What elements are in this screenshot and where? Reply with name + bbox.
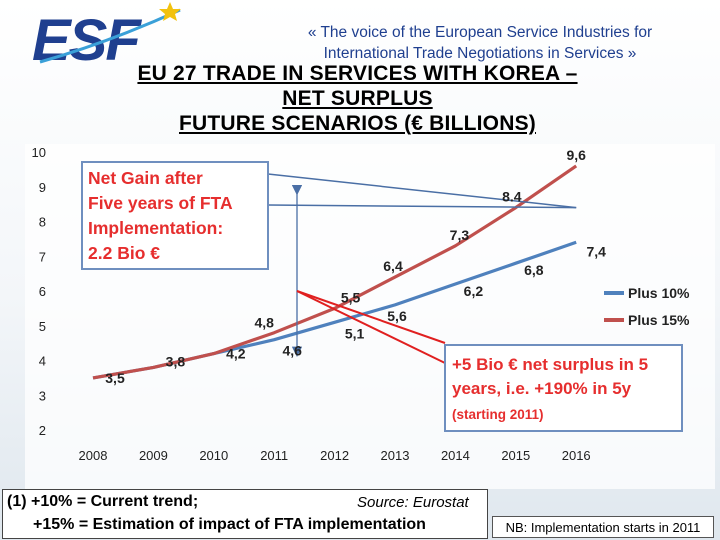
data-label-plus10-2011: 4,6	[282, 343, 302, 359]
footnote-line-2: +15% = Estimation of impact of FTA imple…	[33, 516, 426, 533]
tagline-line-1: « The voice of the European Service Indu…	[307, 24, 653, 41]
x-axis: 2008 2009 2010 2011 2012 2013 2014 2015 2016	[79, 448, 591, 463]
data-label-2009: 3,8	[166, 353, 186, 369]
surplus-connector-top	[296, 290, 446, 364]
data-label-plus15-2013: 6,4	[383, 258, 403, 274]
y-tick-label-4: 4	[39, 354, 46, 369]
title-line-2: NET SURPLUS	[282, 87, 433, 110]
data-label-2008: 3,5	[105, 370, 125, 386]
data-label-plus10-2014: 6,2	[464, 283, 484, 299]
x-tick-label-2013: 2013	[381, 448, 410, 463]
data-label-2010: 4,2	[226, 346, 246, 362]
net-gain-connector-top	[267, 173, 577, 209]
title-line-3: FUTURE SCENARIOS (€ BILLIONS)	[179, 112, 536, 135]
y-tick-label-8: 8	[39, 215, 46, 230]
footnote-source: Source: Eurostat	[357, 494, 469, 511]
data-label-plus10-2013: 5,6	[387, 308, 407, 324]
x-tick-label-2014: 2014	[441, 448, 470, 463]
net-gain-text-line-3: Implementation:	[88, 218, 223, 238]
surplus-text-line-2: years, i.e. +190% in 5y	[452, 379, 632, 398]
tagline-line-2: International Trade Negotiations in Serv…	[323, 45, 637, 62]
legend: Plus 10% Plus 15%	[604, 285, 690, 328]
y-tick-label-7: 7	[39, 249, 46, 264]
net-gain-text-line-4: 2.2 Bio €	[88, 243, 160, 263]
y-tick-label-9: 9	[39, 180, 46, 195]
star-icon	[159, 2, 181, 21]
x-tick-label-2012: 2012	[320, 448, 349, 463]
surplus-connector-bottom	[296, 290, 446, 344]
data-label-plus15-2012: 5,5	[341, 289, 361, 305]
footnote-box: (1) +10% = Current trend; Source: Eurost…	[2, 489, 488, 539]
x-tick-label-2015: 2015	[501, 448, 530, 463]
data-label-plus15-2015: 8.4	[502, 189, 522, 205]
x-tick-label-2009: 2009	[139, 448, 168, 463]
data-label-plus10-2016: 7,4	[586, 243, 606, 259]
y-tick-label-5: 5	[39, 319, 46, 334]
x-tick-label-2016: 2016	[562, 448, 591, 463]
surplus-text-line-1: +5 Bio € net surplus in 5	[452, 355, 648, 374]
title-line-1: EU 27 TRADE IN SERVICES WITH KOREA –	[137, 62, 578, 85]
y-axis: 2 3 4 5 6 7 8 9 10	[32, 145, 46, 438]
x-tick-label-2008: 2008	[79, 448, 108, 463]
net-gain-text-line-2: Five years of FTA	[88, 193, 233, 213]
data-label-plus15-2011: 4,8	[254, 315, 274, 331]
x-tick-label-2010: 2010	[199, 448, 228, 463]
legend-label-2: Plus 15%	[628, 312, 690, 328]
legend-label-1: Plus 10%	[628, 285, 690, 301]
surplus-text-line-3: (starting 2011)	[452, 407, 544, 422]
tagline: « The voice of the European Service Indu…	[250, 22, 710, 64]
callouts: Net Gain after Five years of FTA Implement…	[81, 161, 683, 432]
logo-swoosh	[39, 8, 181, 64]
esf-logo: ESF	[32, 2, 181, 68]
y-tick-label-3: 3	[39, 388, 46, 403]
data-label-plus10-2012: 5,1	[345, 325, 365, 341]
chart-title: EU 27 TRADE IN SERVICES WITH KOREA – NET…	[0, 61, 715, 136]
x-tick-label-2011: 2011	[260, 448, 288, 463]
y-tick-label-6: 6	[39, 284, 46, 299]
net-gain-box	[81, 161, 269, 270]
y-tick-label-10: 10	[32, 145, 46, 160]
y-tick-label-2: 2	[39, 423, 46, 438]
nb-note: NB: Implementation starts in 2011	[492, 516, 714, 538]
data-label-plus15-2016: 9,6	[566, 147, 586, 163]
data-label-plus10-2015: 6,8	[524, 262, 544, 278]
surplus-box	[444, 344, 683, 432]
net-gain-connector-bottom	[267, 204, 577, 209]
data-label-plus15-2014: 7,3	[450, 227, 470, 243]
footnote-line-1: (1) +10% = Current trend;	[7, 493, 199, 510]
data-labels: 3,5 3,8 4,2 4,6 5,1 5,6 6,2 6,8 7,4 4,8 5,5 6,4 7,3 8…	[105, 147, 606, 386]
net-gain-text-line-1: Net Gain after	[88, 168, 203, 188]
